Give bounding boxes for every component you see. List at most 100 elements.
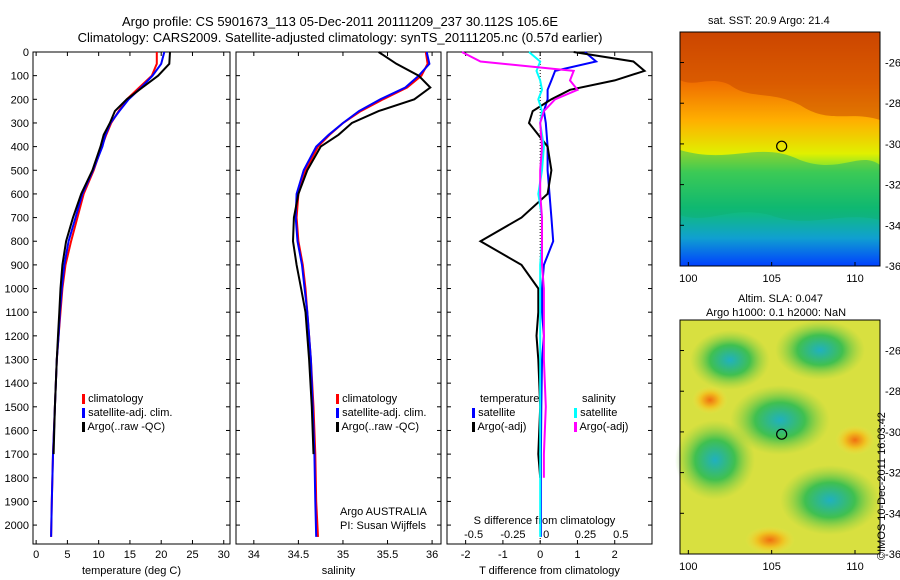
sla-low-2 [775,320,865,380]
x-tick-label: 36 [426,549,438,561]
y-tick-label: 500 [11,165,29,177]
map-y-tick-label: -30 [885,139,900,151]
x-tick-label: -1 [498,549,508,561]
sla-low-4 [675,420,755,500]
map-axes: -26 -28 -30 -32 -34 -36 100 105 110 -26 -28 -30 -32 -… [679,58,900,573]
x-tick-label: 35 [337,549,349,561]
series-line-temperature-argo-adj- [478,51,647,478]
map-x-tick-label: 105 [762,273,780,285]
x-tick-label: 25 [186,549,198,561]
y-tick-label: 1600 [5,425,29,437]
plot-frame [32,51,231,545]
chart-title-line2: Climatology: CARS2009. Satellite-adjuste… [77,30,603,45]
y-tick-label: 1500 [5,402,29,414]
map-y-tick-label: -28 [885,98,900,110]
plot-frame [235,51,442,545]
y-tick-label: 1700 [5,449,29,461]
x-axis-label: T difference from climatology [479,565,620,577]
x-tick-label-salinity: 0.25 [575,529,596,541]
legend-climatology-salinity: climatology [336,393,397,405]
x-tick-label: 30 [218,549,230,561]
y-tick-label: 700 [11,213,29,225]
sst-map [679,31,881,267]
x-tick-label: 35.5 [377,549,398,561]
float-position-marker [776,428,788,440]
map-x-tick-label: 100 [679,273,697,285]
x-tick-label: 0 [33,549,39,561]
legend-diff-temperature: temperature [480,393,540,405]
series-line-salinity-satellite [528,51,545,537]
y-tick-label: 1200 [5,331,29,343]
y-tick-label: 200 [11,94,29,106]
map-y-tick-label: -32 [885,468,900,480]
map-x-tick-label: 110 [846,273,864,285]
legend-diff-t-argo: Argo(-adj) [472,421,526,433]
series-line-temperature-satellite [539,51,599,537]
x-axis-label-salinity: S difference from climatology [474,515,616,527]
y-tick-label: 600 [11,189,29,201]
legend-diff-salinity: salinity [582,393,616,405]
legend-satellite: satellite-adj. clim. [82,407,172,419]
maps: -26 -28 -30 -32 -34 -36 100 105 110 -26 -28 -30 -32 -… [675,31,900,573]
map-y-tick-label: -34 [885,508,900,520]
map-y-tick-label: -30 [885,427,900,439]
sla-low-1 [690,330,770,390]
map-y-tick-label: -28 [885,386,900,398]
x-tick-label: 34 [248,549,260,561]
y-tick-label: 300 [11,118,29,130]
y-tick-label: 1900 [5,496,29,508]
difference-panel: -2 -1 0 1 2 T difference from climatology S di… [446,51,653,577]
map-y-tick-label: -26 [885,58,900,70]
map-y-tick-label: -32 [885,180,900,192]
x-tick-label: 20 [155,549,167,561]
annotation-program: Argo AUSTRALIA [340,506,427,518]
x-tick-label-salinity: -0.5 [464,529,483,541]
legend-argo-salinity: Argo(..raw -QC) [336,421,419,433]
y-tick-label: 900 [11,260,29,272]
x-axis-label: salinity [322,565,356,577]
x-tick-label: 2 [612,549,618,561]
y-tick-label: 100 [11,71,29,83]
x-axis-label: temperature (deg C) [82,565,181,577]
y-tick-label: 800 [11,236,29,248]
sla-high-1 [835,425,875,455]
legend-satellite-salinity: satellite-adj. clim. [336,407,426,419]
x-tick-label: -2 [461,549,471,561]
sla-map [675,319,881,555]
map-x-tick-label: 105 [762,561,780,573]
y-tick-label: 1800 [5,473,29,485]
series-line-argo-raw-qc- [52,51,171,455]
y-tick-label: 1100 [5,307,29,319]
sla-map-title-line1: Altim. SLA: 0.047 [738,293,823,305]
profile-charts: 0100200300400500600700800900100011001200… [5,47,653,577]
series-line-salinity-argo-adj- [461,51,580,478]
sla-high-2 [692,386,728,414]
y-tick-label: 0 [23,47,29,59]
sst-cool-band [680,150,880,221]
map-y-tick-label: -36 [885,549,900,561]
sla-high-3 [745,526,795,554]
sst-warm-region [680,32,880,120]
map-y-tick-label: -26 [885,346,900,358]
legend-diff-s-argo: Argo(-adj) [574,421,628,433]
chart-title-line1: Argo profile: CS 5901673_113 05-Dec-2011… [121,14,559,29]
map-x-tick-label: 110 [846,561,864,573]
legend-argo: Argo(..raw -QC) [82,421,165,433]
salinity-panel: 34 34.5 35 35.5 36 salinity [235,51,442,577]
imos-timestamp: ©IMOS 10-Dec-2011 16:03:42 [876,412,888,560]
sla-low-3 [730,385,830,455]
x-tick-label: 1 [574,549,580,561]
plot-frame [446,51,653,545]
x-tick-label-salinity: 0 [543,529,549,541]
x-tick-label-salinity: -0.25 [500,529,525,541]
sst-map-title: sat. SST: 20.9 Argo: 21.4 [708,15,830,27]
y-tick-label: 2000 [5,520,29,532]
legend-diff-t-satellite: satellite [472,407,515,419]
map-y-tick-label: -34 [885,220,900,232]
sst-map-frame [679,31,881,267]
map-x-tick-label: 100 [679,561,697,573]
y-tick-label: 400 [11,142,29,154]
series-line-climatology [50,52,158,537]
legend-climatology: climatology [82,393,143,405]
annotation-pi: PI: Susan Wijffels [340,520,426,532]
